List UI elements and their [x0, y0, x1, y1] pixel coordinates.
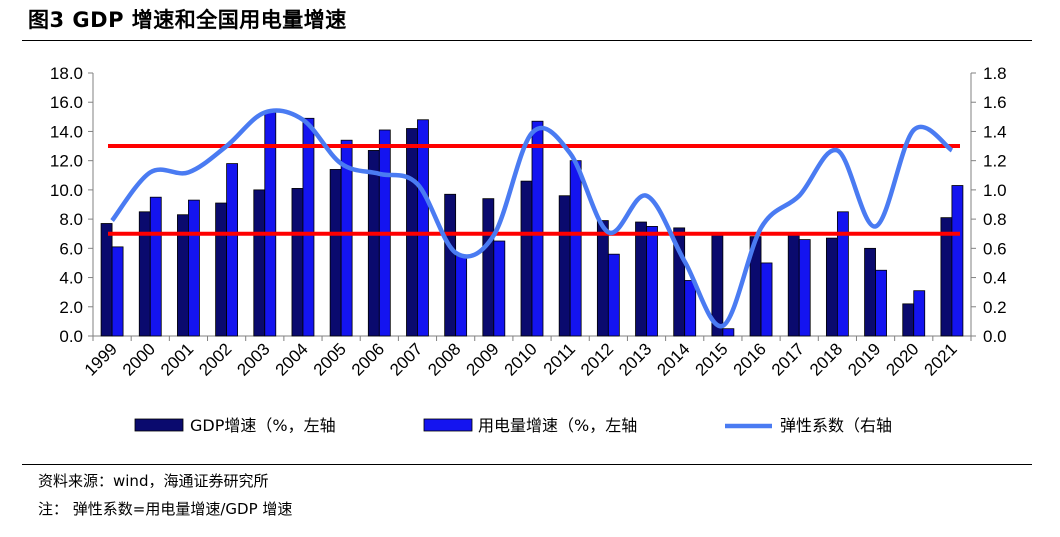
- electricity-bar: [111, 246, 124, 337]
- electricity-bar: [302, 117, 315, 337]
- reference-lines: [108, 144, 960, 236]
- legend-swatch-electricity: [423, 418, 473, 432]
- right-tick-label: 1.8: [983, 64, 1007, 83]
- legend-swatch-gdp: [134, 418, 184, 432]
- electricity-bar: [684, 280, 697, 337]
- x-tick-label: 1999: [81, 339, 121, 379]
- gdp-bar: [864, 247, 876, 337]
- electricity-bar: [340, 139, 353, 337]
- legend-label-elasticity: 弹性系数（右轴: [780, 416, 892, 435]
- title-rule: [22, 40, 1032, 41]
- left-tick-label: 0.0: [59, 327, 83, 346]
- left-tick-label: 14.0: [50, 122, 83, 141]
- left-tick-label: 16.0: [50, 93, 83, 112]
- gdp-bar: [635, 221, 647, 337]
- electricity-bar: [951, 185, 964, 337]
- formula-note: 注： 弹性系数=用电量增速/GDP 增速: [38, 500, 293, 518]
- electricity-bar: [913, 290, 926, 337]
- electricity-bar: [646, 226, 658, 337]
- x-tick-label: 2006: [348, 339, 388, 379]
- x-tick-label: 2010: [501, 339, 541, 379]
- gdp-bar: [444, 193, 457, 337]
- right-tick-label: 1.6: [983, 93, 1007, 112]
- electricity-bar: [569, 160, 582, 337]
- legend: GDP增速（%，左轴 用电量增速（%，左轴 弹性系数（右轴: [134, 416, 892, 435]
- right-tick-label: 1.4: [983, 122, 1007, 141]
- x-tick-label: 2004: [272, 339, 312, 379]
- electricity-bar: [149, 196, 162, 337]
- x-tick-label: 2011: [540, 339, 579, 378]
- electricity-bar: [798, 239, 811, 337]
- x-tick-label: 2019: [844, 339, 884, 379]
- x-tick-label: 2001: [157, 339, 197, 379]
- left-tick-label: 4.0: [59, 269, 83, 288]
- x-tick-label: 2021: [921, 339, 961, 379]
- chart: 0.0 2.0 4.0 6.0 8.0 10.0 12.0 14.0 16.0 18.0 0.0 0.…: [50, 64, 1007, 435]
- gdp-bar: [253, 189, 266, 337]
- electricity-bar: [188, 199, 200, 337]
- electricity-bar: [607, 253, 620, 337]
- right-tick-label: 0.8: [983, 210, 1007, 229]
- electricity-bar: [226, 163, 239, 337]
- right-tick-label: 0.6: [983, 239, 1007, 258]
- x-tick-label: 2020: [882, 339, 922, 379]
- electricity-bar: [493, 240, 506, 337]
- x-tick-label: 2017: [768, 339, 808, 379]
- electricity-bar: [455, 255, 468, 337]
- right-tick-label: 1.2: [983, 152, 1007, 171]
- gdp-bar: [482, 198, 495, 337]
- figure-title: 图3 GDP 增速和全国用电量增速: [28, 8, 347, 32]
- electricity-bar: [722, 328, 735, 337]
- x-tick-label: 2016: [730, 339, 770, 379]
- gdp-bar: [596, 220, 609, 337]
- electricity-bar: [875, 269, 887, 337]
- legend-label-electricity: 用电量增速（%，左轴: [478, 416, 637, 435]
- gdp-bar: [329, 169, 342, 337]
- left-tick-label: 8.0: [59, 210, 83, 229]
- gdp-bar: [367, 150, 380, 337]
- left-tick-label: 6.0: [59, 239, 83, 258]
- x-tick-label: 2005: [310, 339, 350, 379]
- x-tick-label: 2013: [615, 339, 655, 379]
- right-tick-label: 0.0: [983, 327, 1007, 346]
- right-tick-label: 0.2: [983, 298, 1007, 317]
- left-tick-label: 2.0: [59, 298, 83, 317]
- x-tick-label: 2014: [653, 339, 693, 379]
- x-tick-label: 2009: [462, 339, 502, 379]
- gdp-bar: [558, 195, 571, 337]
- elasticity-line: [110, 108, 954, 329]
- gdp-bar: [215, 202, 228, 337]
- left-tick-label: 18.0: [50, 64, 83, 83]
- gdp-bar: [825, 237, 838, 337]
- x-tick-label: 2015: [692, 339, 732, 379]
- source-note: 资料来源：wind，海通证券研究所: [38, 472, 269, 490]
- left-tick-label: 12.0: [50, 152, 83, 171]
- gdp-bar: [902, 303, 915, 337]
- gdp-bar: [520, 180, 533, 337]
- x-tick-label: 2018: [806, 339, 846, 379]
- right-tick-label: 1.0: [983, 181, 1007, 200]
- right-tick-label: 0.4: [983, 269, 1007, 288]
- gdp-bar: [138, 211, 151, 337]
- gdp-bar: [787, 234, 800, 337]
- x-tick-label: 2008: [424, 339, 464, 379]
- electricity-bar: [836, 211, 849, 337]
- x-tick-label: 2007: [386, 339, 426, 379]
- legend-label-gdp: GDP增速（%，左轴: [190, 416, 336, 435]
- electricity-bar: [417, 119, 429, 337]
- left-tick-label: 10.0: [50, 181, 83, 200]
- gdp-bar: [291, 188, 304, 337]
- x-tick-label: 2012: [577, 339, 617, 379]
- x-tick-label: 2003: [233, 339, 273, 379]
- gdp-bar: [100, 223, 113, 337]
- x-tick-label: 2002: [195, 339, 235, 379]
- footer-rule: [22, 464, 1032, 465]
- x-tick-label: 2000: [119, 339, 159, 379]
- elasticity-series-line: [110, 108, 954, 329]
- electricity-bar: [760, 262, 773, 337]
- electricity-bar: [531, 120, 544, 337]
